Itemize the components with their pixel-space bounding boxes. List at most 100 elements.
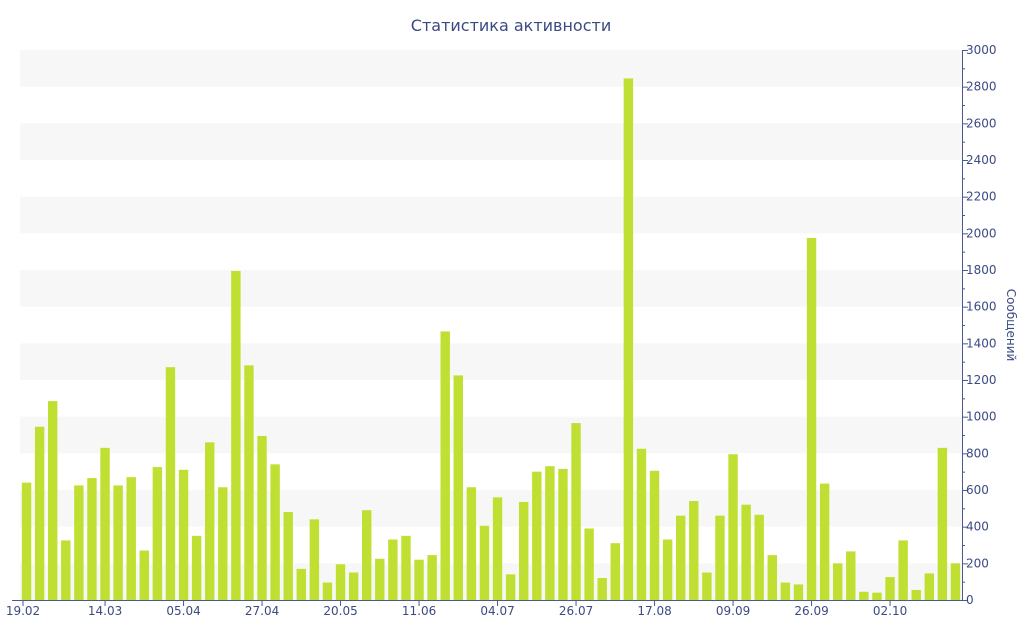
x-tick-label: 02.10 (873, 604, 907, 618)
bar (819, 483, 830, 600)
bar (859, 591, 869, 600)
bar (479, 525, 490, 600)
bar (113, 485, 123, 600)
grid-band (20, 50, 962, 87)
y-ticks: 0 200 400 600 800 1000 1200 1400 1600 1800 2000 220… (962, 43, 997, 607)
x-tick-label: 20.05 (323, 604, 357, 618)
bar (505, 574, 516, 600)
grid-band (20, 416, 962, 454)
bar (833, 563, 843, 600)
bar (846, 551, 856, 600)
bar (126, 477, 136, 600)
bar (754, 514, 764, 600)
bar (296, 568, 306, 600)
y-tick-label: 2200 (966, 190, 997, 204)
bar (362, 510, 372, 600)
y-tick-label: 2400 (966, 153, 997, 167)
bar (767, 555, 777, 600)
x-ticks: 19.02 14.03 05.04 27.04 20.05 11.06 04.07 26.07… (6, 600, 907, 618)
y-tick-label: 1200 (966, 373, 997, 387)
y-tick-label: 0 (966, 593, 974, 607)
bar (218, 487, 228, 600)
bar (793, 584, 804, 600)
y-tick-label: 3000 (966, 43, 997, 57)
bar (662, 539, 673, 600)
chart-title: Статистика активности (411, 16, 611, 35)
bar (636, 448, 647, 600)
bar (21, 482, 32, 600)
bar (335, 564, 346, 600)
bar (401, 535, 411, 600)
bar (87, 478, 97, 600)
bar (61, 540, 71, 600)
bar (322, 582, 333, 600)
x-tick-label: 26.09 (794, 604, 828, 618)
bar (388, 539, 398, 600)
x-tick-label: 27.04 (245, 604, 279, 618)
grid-band (20, 343, 962, 380)
bar (872, 592, 882, 600)
bar (741, 504, 751, 600)
y-tick-label: 1600 (966, 300, 997, 314)
y-axis-label: Сообщений (1004, 289, 1018, 362)
grid-band (20, 563, 962, 600)
bar (689, 501, 699, 600)
bar (649, 470, 660, 600)
grid-band (20, 490, 962, 527)
bar (74, 485, 84, 600)
x-tick-label: 26.07 (559, 604, 593, 618)
x-tick-label: 19.02 (6, 604, 40, 618)
x-tick-label: 09.09 (716, 604, 750, 618)
bar (924, 573, 934, 600)
bar (205, 442, 215, 600)
bar (34, 426, 45, 600)
bar (950, 563, 961, 600)
x-tick-label: 04.07 (480, 604, 514, 618)
bar (244, 365, 254, 600)
bar (937, 447, 948, 600)
bar (885, 577, 895, 600)
bar (309, 519, 320, 600)
bar (453, 375, 463, 600)
bar (584, 528, 594, 600)
grid-band (20, 270, 962, 307)
bar (898, 540, 908, 600)
bar (231, 270, 241, 600)
grid-band (20, 123, 962, 160)
bar (806, 237, 817, 601)
bar (532, 471, 542, 600)
bars (21, 78, 961, 601)
y-tick-label: 200 (966, 556, 989, 570)
y-tick-label: 2600 (966, 116, 997, 130)
bar (257, 435, 267, 600)
x-tick-label: 05.04 (166, 604, 200, 618)
y-tick-label: 2800 (966, 80, 997, 94)
bar (178, 469, 189, 600)
bar (283, 512, 293, 600)
x-tick-label: 11.06 (402, 604, 436, 618)
bar (100, 447, 110, 600)
bar (558, 468, 568, 600)
bar (375, 558, 385, 600)
bar (571, 423, 581, 600)
bar (191, 535, 202, 600)
bar (702, 572, 712, 600)
bar (728, 454, 738, 600)
y-tick-label: 600 (966, 483, 989, 497)
y-tick-label: 400 (966, 520, 989, 534)
y-tick-label: 2000 (966, 226, 997, 240)
bar (519, 501, 529, 600)
bar (48, 401, 58, 600)
bar (348, 572, 359, 600)
bar (610, 543, 620, 600)
y-tick-label: 1000 (966, 410, 997, 424)
grid-band (20, 196, 962, 234)
bar (623, 78, 634, 601)
bar (427, 555, 437, 600)
y-tick-label: 800 (966, 446, 989, 460)
bar (466, 487, 477, 600)
y-tick-label: 1800 (966, 263, 997, 277)
bar (139, 550, 149, 600)
x-tick-label: 14.03 (88, 604, 122, 618)
